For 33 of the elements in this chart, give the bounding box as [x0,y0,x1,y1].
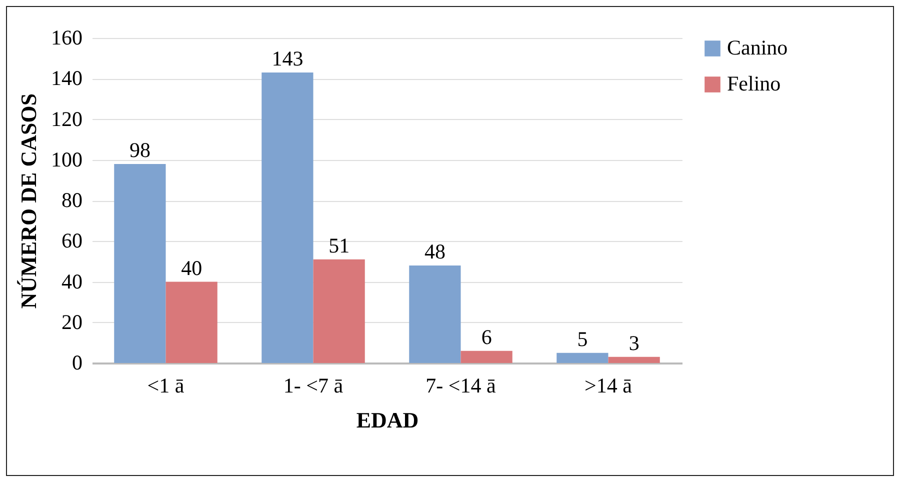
y-tick-label: 40 [62,269,82,294]
bar [313,259,365,363]
bar [409,266,461,363]
data-label: 48 [424,240,446,264]
data-label: 6 [481,324,492,349]
legend-label: Felino [727,72,781,96]
data-label: 40 [181,256,202,280]
y-tick-label: 160 [51,26,82,50]
data-label: 51 [328,233,350,258]
y-tick-label: 60 [62,228,82,253]
bar [460,350,512,363]
x-axis-title: EDAD [356,408,419,432]
bar [262,72,314,363]
data-label: 3 [628,330,640,355]
x-tick-label: 1- <7 ā [283,374,344,398]
x-tick-label: >14 ā [584,374,633,398]
y-axis-title: NÚMERO DE CASOS [16,93,41,309]
data-label: 5 [577,326,588,351]
x-tick-label: 7- <14 ā [426,374,496,398]
bar [114,164,166,363]
legend-label: Canino [727,36,788,60]
y-tick-label: 0 [72,350,82,374]
y-tick-label: 120 [51,106,82,131]
y-tick-label: 20 [62,310,82,334]
bar [608,356,660,363]
y-tick-label: 140 [51,66,82,90]
y-tick-label: 100 [51,147,82,172]
bar [556,352,608,363]
data-label: 143 [272,46,304,71]
y-tick-label: 80 [62,188,82,212]
data-label: 98 [129,138,150,162]
bar [166,282,218,363]
x-tick-label: <1 ā [147,374,185,398]
